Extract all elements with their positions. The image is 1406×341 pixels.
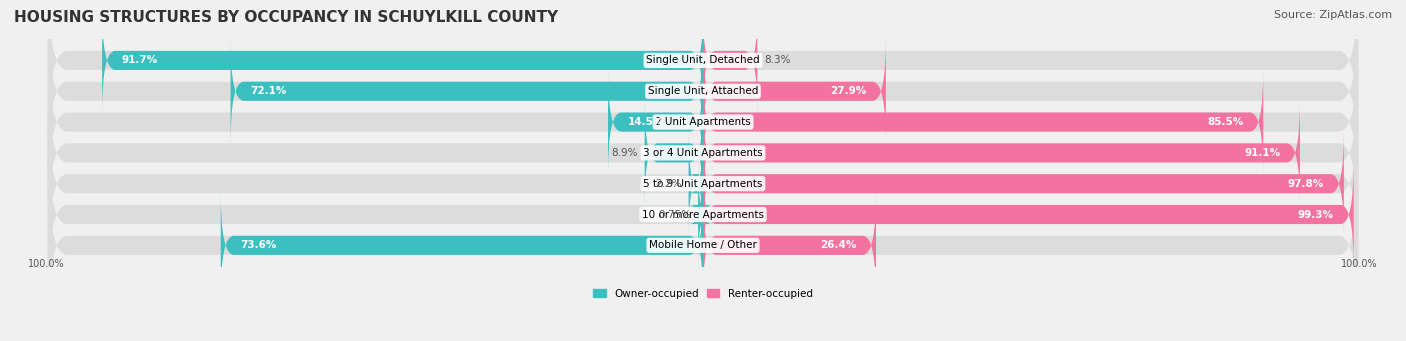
Text: 3 or 4 Unit Apartments: 3 or 4 Unit Apartments	[643, 148, 763, 158]
FancyBboxPatch shape	[689, 132, 703, 236]
Text: 8.3%: 8.3%	[763, 56, 790, 65]
FancyBboxPatch shape	[103, 9, 703, 113]
Text: Mobile Home / Other: Mobile Home / Other	[650, 240, 756, 250]
Text: HOUSING STRUCTURES BY OCCUPANCY IN SCHUYLKILL COUNTY: HOUSING STRUCTURES BY OCCUPANCY IN SCHUY…	[14, 10, 558, 25]
FancyBboxPatch shape	[703, 9, 758, 113]
FancyBboxPatch shape	[48, 9, 1358, 174]
Text: 73.6%: 73.6%	[240, 240, 277, 250]
FancyBboxPatch shape	[48, 0, 1358, 143]
Text: 91.1%: 91.1%	[1244, 148, 1281, 158]
Text: Source: ZipAtlas.com: Source: ZipAtlas.com	[1274, 10, 1392, 20]
Text: 5 to 9 Unit Apartments: 5 to 9 Unit Apartments	[644, 179, 762, 189]
FancyBboxPatch shape	[221, 193, 703, 297]
FancyBboxPatch shape	[690, 162, 711, 267]
Text: 10 or more Apartments: 10 or more Apartments	[643, 209, 763, 220]
Text: 8.9%: 8.9%	[612, 148, 638, 158]
Text: 2.2%: 2.2%	[655, 179, 682, 189]
FancyBboxPatch shape	[231, 39, 703, 143]
FancyBboxPatch shape	[48, 39, 1358, 205]
Legend: Owner-occupied, Renter-occupied: Owner-occupied, Renter-occupied	[589, 284, 817, 303]
Text: 99.3%: 99.3%	[1298, 209, 1334, 220]
Text: 26.4%: 26.4%	[820, 240, 856, 250]
FancyBboxPatch shape	[703, 132, 1344, 236]
FancyBboxPatch shape	[48, 70, 1358, 236]
Text: 97.8%: 97.8%	[1288, 179, 1324, 189]
Text: 100.0%: 100.0%	[1341, 259, 1378, 269]
FancyBboxPatch shape	[48, 132, 1358, 297]
Text: Single Unit, Attached: Single Unit, Attached	[648, 86, 758, 96]
Text: 14.5%: 14.5%	[627, 117, 664, 127]
Text: 72.1%: 72.1%	[250, 86, 287, 96]
Text: 27.9%: 27.9%	[830, 86, 866, 96]
FancyBboxPatch shape	[48, 101, 1358, 267]
Text: 2 Unit Apartments: 2 Unit Apartments	[655, 117, 751, 127]
Text: 85.5%: 85.5%	[1208, 117, 1243, 127]
FancyBboxPatch shape	[703, 39, 886, 143]
Text: Single Unit, Detached: Single Unit, Detached	[647, 56, 759, 65]
Text: 91.7%: 91.7%	[122, 56, 157, 65]
Text: 0.75%: 0.75%	[658, 209, 692, 220]
FancyBboxPatch shape	[703, 193, 876, 297]
Text: 100.0%: 100.0%	[28, 259, 65, 269]
FancyBboxPatch shape	[607, 70, 703, 174]
FancyBboxPatch shape	[645, 101, 703, 205]
FancyBboxPatch shape	[48, 162, 1358, 328]
FancyBboxPatch shape	[703, 162, 1354, 267]
FancyBboxPatch shape	[703, 101, 1301, 205]
FancyBboxPatch shape	[703, 70, 1263, 174]
